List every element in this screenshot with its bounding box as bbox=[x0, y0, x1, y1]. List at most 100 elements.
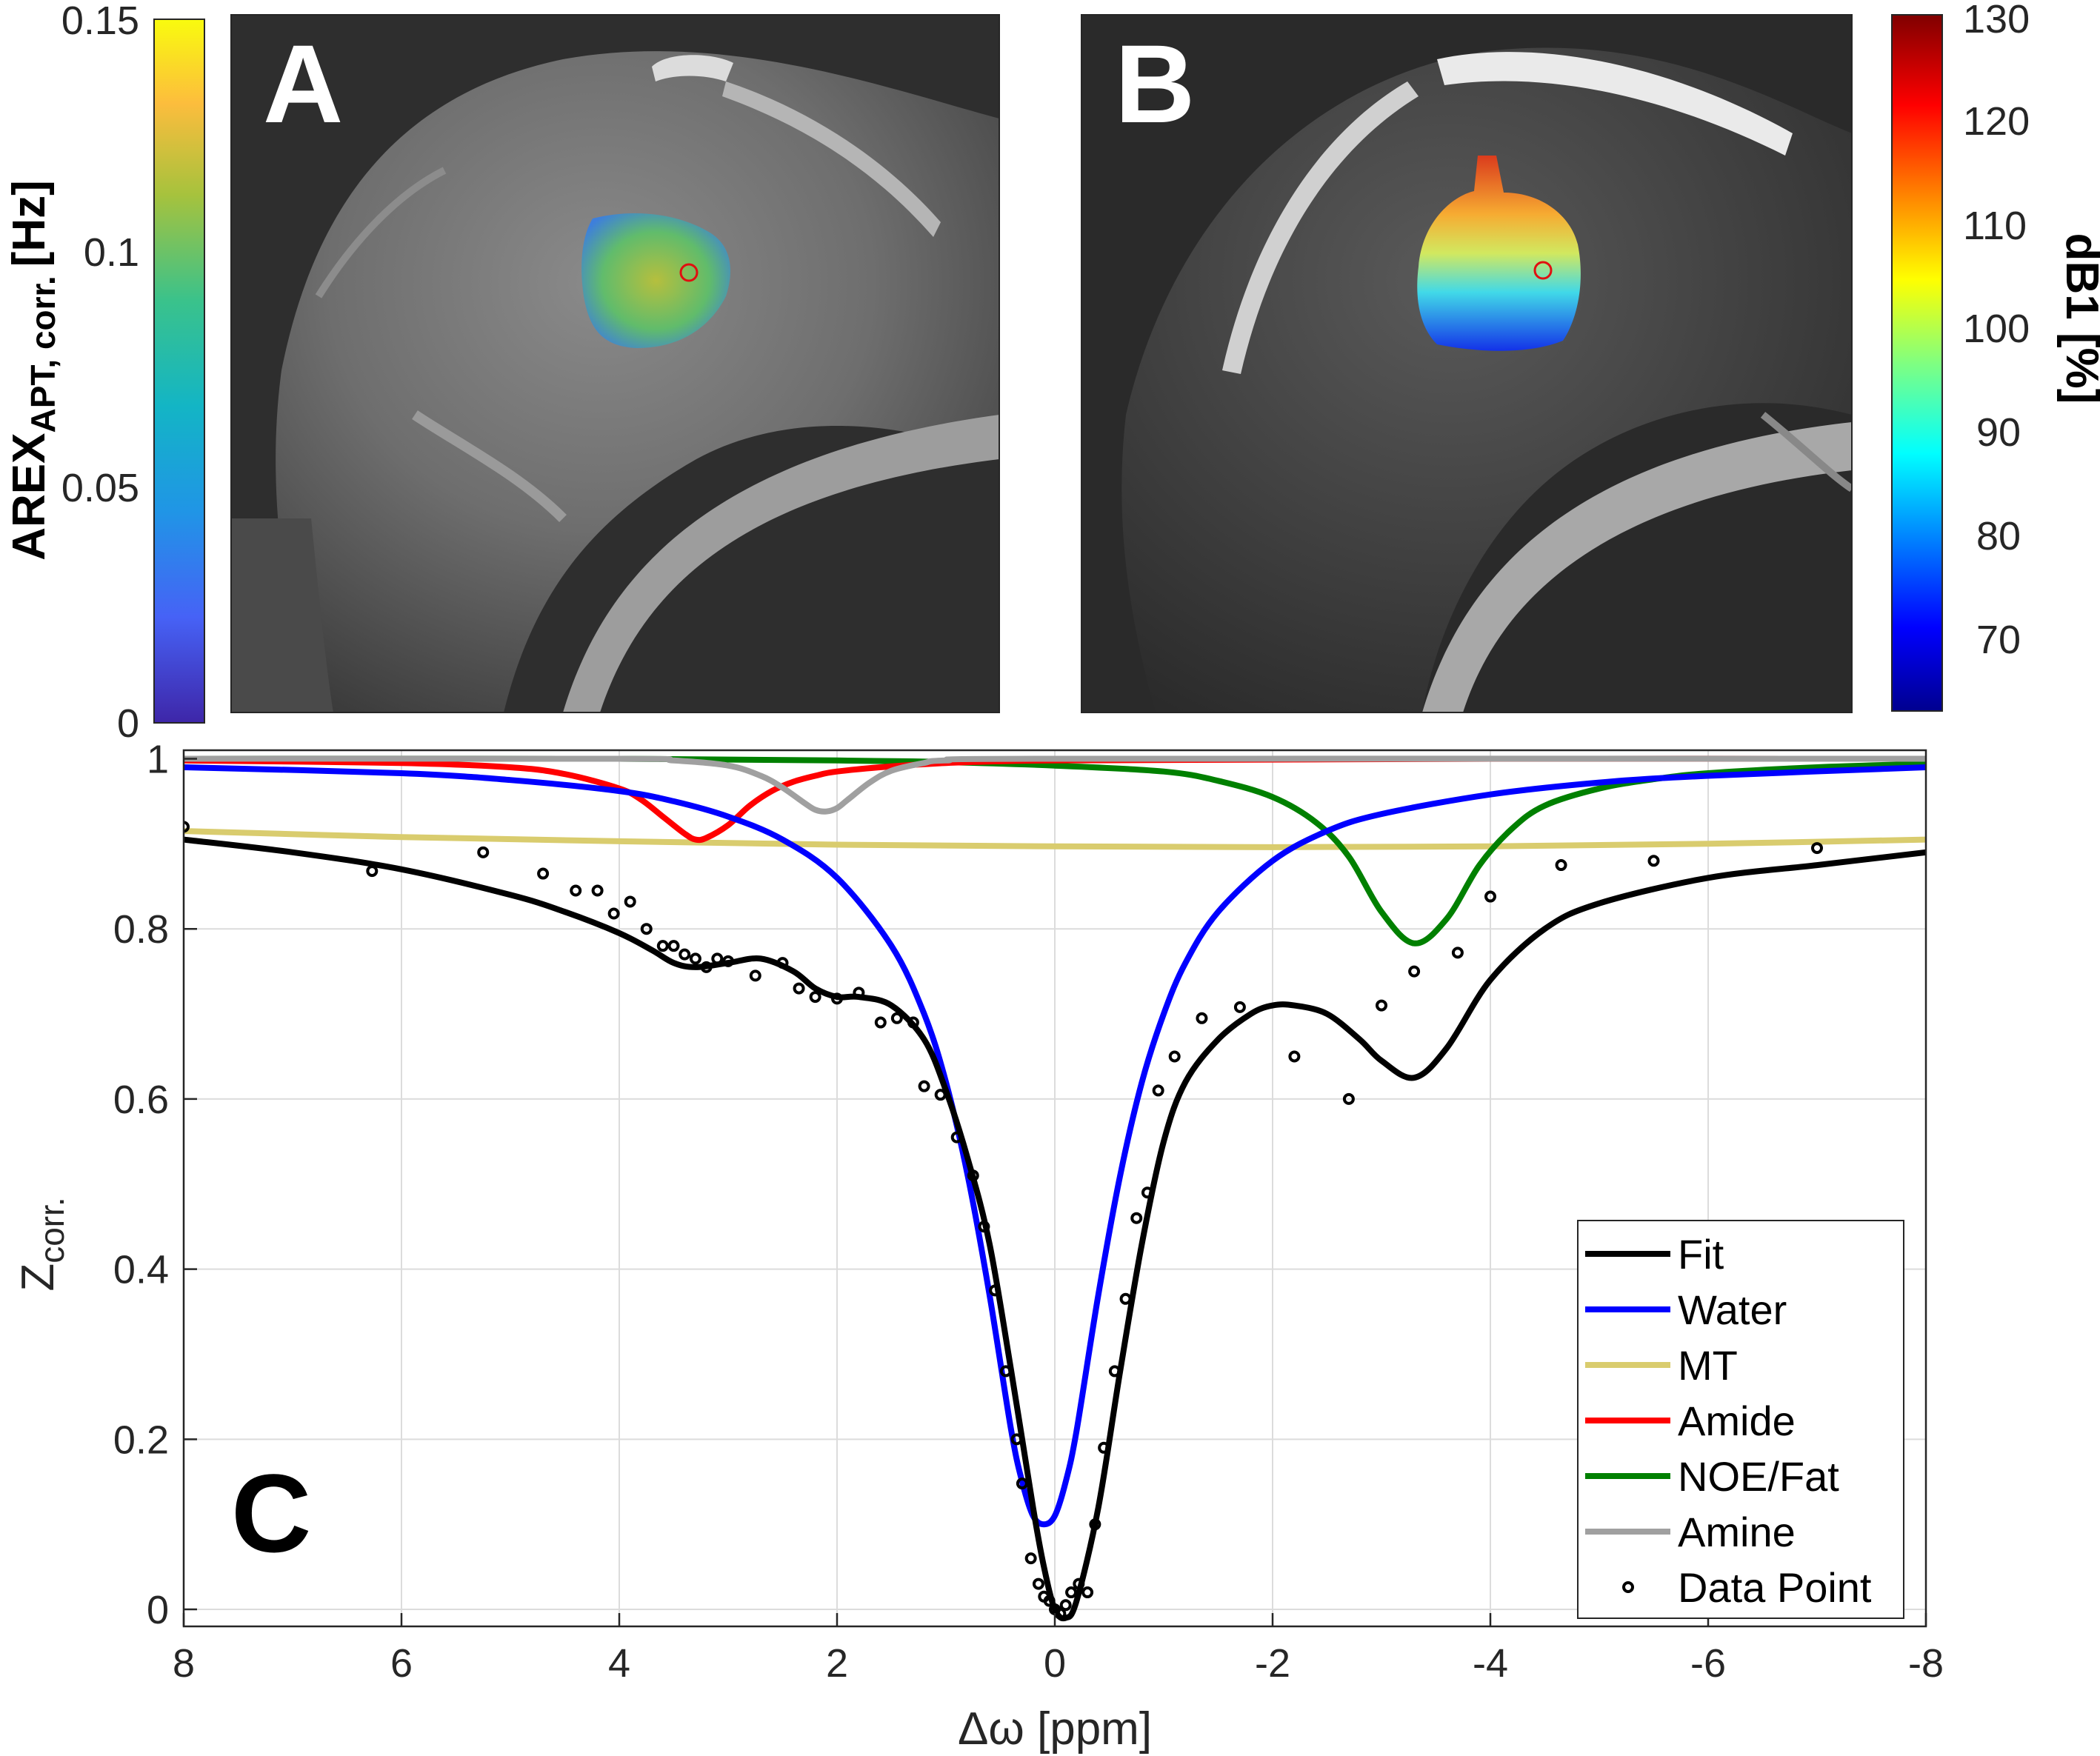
colorbar-b-tick: 90 bbox=[1976, 410, 2021, 455]
roi-marker-a bbox=[679, 263, 699, 282]
colorbar-a-tick: 0.1 bbox=[84, 230, 139, 275]
data-point bbox=[1408, 965, 1421, 978]
data-point bbox=[1054, 1607, 1067, 1620]
data-point bbox=[722, 955, 734, 967]
data-point bbox=[1065, 1586, 1078, 1599]
data-point bbox=[537, 867, 550, 880]
data-point bbox=[700, 961, 713, 973]
data-point bbox=[1233, 1001, 1246, 1013]
data-point bbox=[1811, 842, 1823, 855]
data-point bbox=[1032, 1578, 1044, 1590]
colorbar-b bbox=[1891, 14, 1943, 712]
data-point bbox=[1451, 947, 1464, 959]
x-tick-label: -4 bbox=[1473, 1641, 1508, 1686]
colorbar-b-label: dB1 [%] bbox=[2056, 233, 2100, 404]
legend: Fit Water MT Amide NOE/Fat Amine Data Point bbox=[1577, 1220, 1904, 1619]
colorbar-b-tick: 80 bbox=[1976, 514, 2021, 558]
legend-label: Amine bbox=[1678, 1509, 1796, 1555]
panel-b: B 130 120 110 100 90 80 70 dB1 [%] bbox=[1081, 0, 2100, 713]
x-tick-label: -6 bbox=[1690, 1641, 1726, 1686]
colorbar-a-label: AREXAPT, corr.[Hz] bbox=[4, 180, 62, 561]
data-point bbox=[934, 1089, 947, 1101]
data-point bbox=[1059, 1599, 1072, 1612]
svg-text:Zcorr.: Zcorr. bbox=[13, 1197, 71, 1291]
data-point bbox=[1376, 999, 1387, 1012]
data-point bbox=[999, 1365, 1012, 1378]
colorbar-b-tick: 100 bbox=[1963, 307, 2030, 351]
data-point bbox=[1024, 1552, 1037, 1565]
panel-a: 0.15 0.1 0.05 0 AREXAPT, corr.[Hz] A bbox=[4, 0, 1000, 746]
data-point bbox=[1555, 859, 1567, 872]
data-point bbox=[1196, 1012, 1208, 1024]
x-axis: 8 6 4 2 0 -2 -4 -6 -8 bbox=[173, 1613, 1944, 1686]
data-point bbox=[1342, 1092, 1355, 1105]
legend-label: Amide bbox=[1678, 1398, 1796, 1444]
tumor-overlay-b bbox=[1417, 156, 1581, 351]
data-point bbox=[1081, 1586, 1094, 1599]
data-point bbox=[793, 982, 805, 995]
data-point bbox=[711, 952, 724, 965]
colorbar-a-tick: 0.05 bbox=[61, 466, 139, 510]
y-axis: 0 0.2 0.4 0.6 0.8 1 bbox=[113, 737, 197, 1632]
data-point bbox=[607, 907, 620, 920]
data-point bbox=[640, 923, 653, 935]
mri-image-b bbox=[1081, 15, 1852, 712]
svg-text:AREXAPT, corr.[Hz]: AREXAPT, corr.[Hz] bbox=[4, 180, 62, 561]
data-point bbox=[1647, 855, 1660, 867]
legend-label: Data Point bbox=[1678, 1564, 1872, 1611]
data-point bbox=[667, 940, 680, 952]
data-point bbox=[689, 952, 701, 965]
data-point bbox=[679, 948, 691, 961]
data-point bbox=[776, 957, 789, 969]
x-tick-label: 4 bbox=[608, 1641, 630, 1686]
colorbar-a-tick: 0 bbox=[117, 701, 139, 746]
legend-label: Fit bbox=[1678, 1231, 1724, 1278]
x-tick-label: 6 bbox=[390, 1641, 413, 1686]
y-axis-label: Zcorr. bbox=[13, 1197, 71, 1291]
data-point bbox=[918, 1080, 930, 1092]
data-point bbox=[1119, 1292, 1132, 1305]
y-tick-label: 0.4 bbox=[113, 1248, 169, 1292]
x-axis-label: Δω [ppm] bbox=[958, 1703, 1152, 1755]
colorbar-b-tick: 130 bbox=[1963, 0, 2030, 41]
series-line-amine bbox=[184, 755, 1926, 815]
data-point bbox=[874, 1016, 887, 1029]
data-point bbox=[366, 865, 379, 878]
data-point bbox=[809, 991, 821, 1004]
series-line-mt bbox=[184, 828, 1926, 850]
roi-marker-b bbox=[1533, 261, 1553, 280]
legend-label: MT bbox=[1678, 1342, 1738, 1389]
panel-label-a: A bbox=[263, 21, 343, 146]
data-point bbox=[1152, 1084, 1164, 1097]
y-tick-label: 0 bbox=[147, 1588, 169, 1632]
tumor-overlay-a bbox=[581, 213, 730, 348]
data-point bbox=[749, 969, 761, 982]
x-tick-label: -2 bbox=[1255, 1641, 1290, 1686]
data-point bbox=[967, 1169, 979, 1182]
y-tick-label: 0.6 bbox=[113, 1078, 169, 1122]
data-point bbox=[1130, 1212, 1143, 1224]
panel-c: 8 6 4 2 0 -2 -4 -6 -8 0 0.2 0.4 0.6 0.8 1 Δω [ppm] Zc… bbox=[13, 737, 1944, 1755]
data-point bbox=[831, 992, 843, 1005]
data-point bbox=[890, 1012, 903, 1024]
y-tick-label: 0.8 bbox=[113, 907, 169, 952]
colorbar-b-tick: 110 bbox=[1963, 204, 2027, 248]
series-layer bbox=[184, 755, 1926, 1622]
data-point bbox=[656, 940, 669, 952]
mri-image-a bbox=[231, 15, 999, 712]
y-tick-label: 1 bbox=[147, 737, 169, 781]
colorbar-b-tick: 70 bbox=[1976, 618, 2021, 662]
data-point bbox=[1073, 1578, 1085, 1590]
legend-label: NOE/Fat bbox=[1678, 1453, 1839, 1500]
data-point bbox=[989, 1284, 1001, 1297]
legend-label: Water bbox=[1678, 1286, 1787, 1333]
data-point bbox=[1089, 1518, 1101, 1531]
legend-swatch bbox=[1622, 1581, 1634, 1593]
data-point bbox=[1016, 1478, 1028, 1490]
data-point bbox=[1043, 1595, 1056, 1607]
colorbar-a-tick: 0.15 bbox=[61, 0, 139, 43]
data-point bbox=[591, 884, 604, 897]
panel-label-c: C bbox=[231, 1451, 311, 1575]
data-point bbox=[907, 1016, 919, 1029]
